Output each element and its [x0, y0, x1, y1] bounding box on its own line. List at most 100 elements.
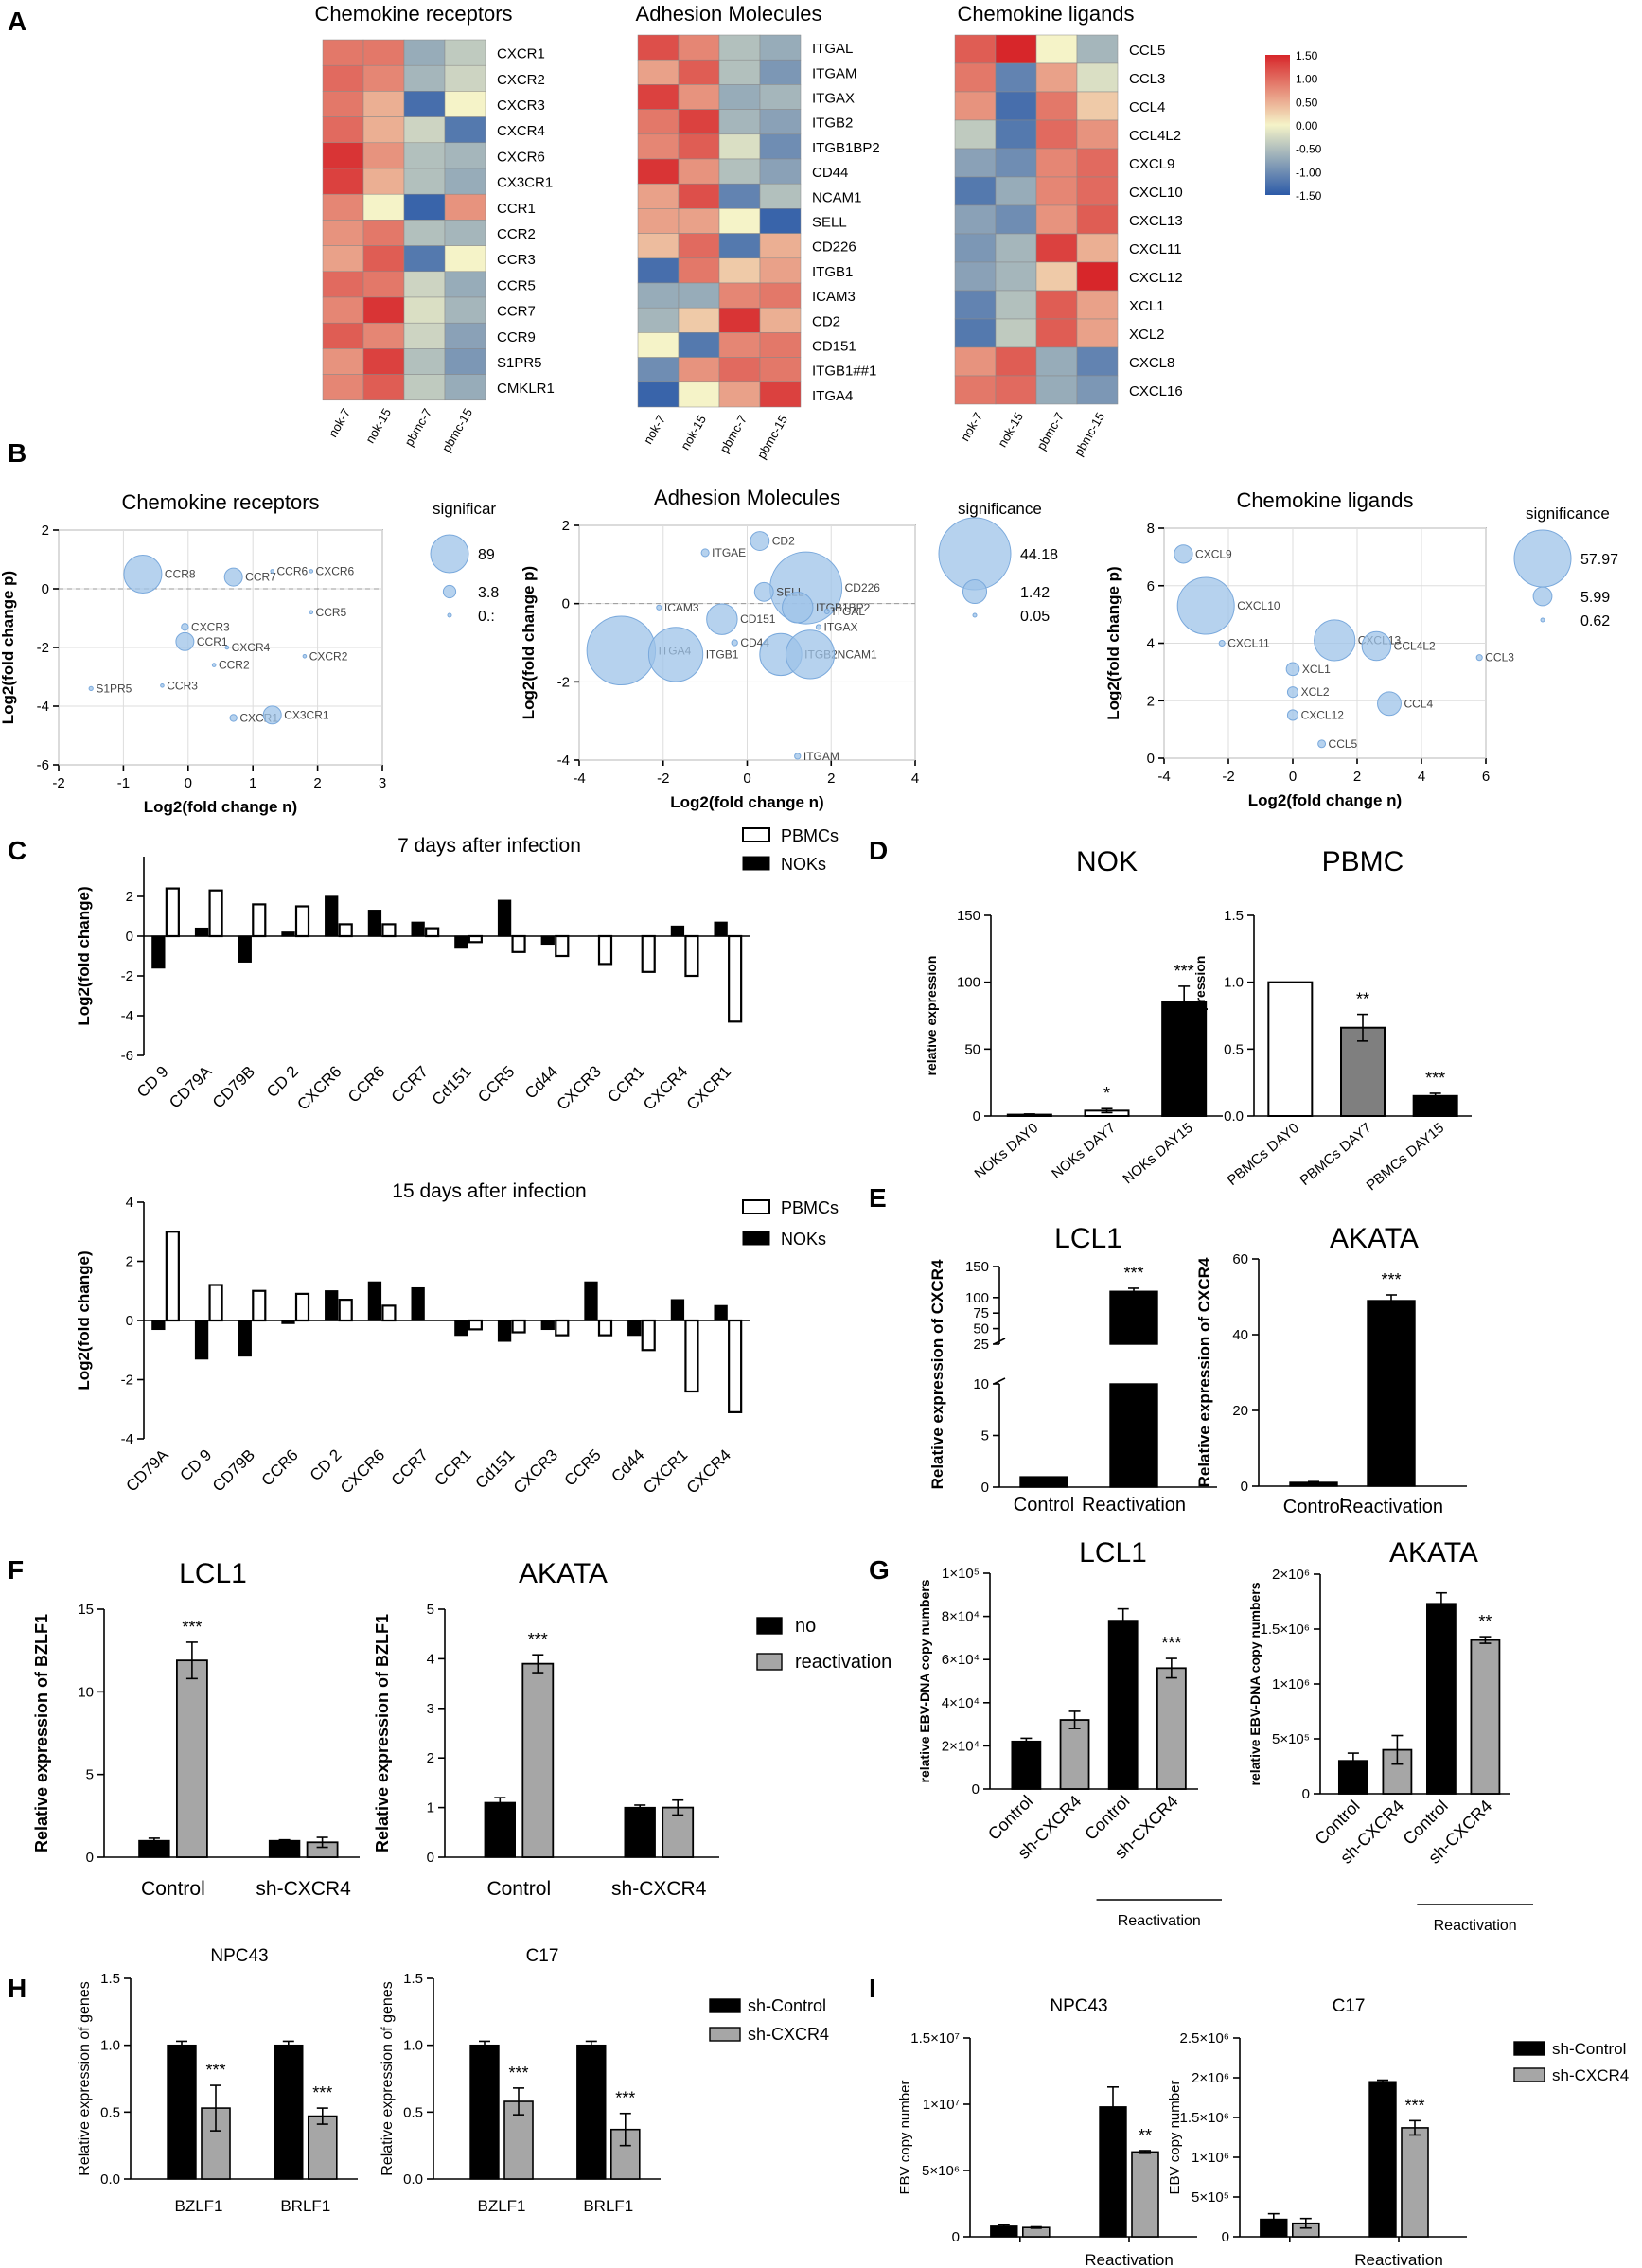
- heatmap-gene-label: ITGAL: [812, 41, 853, 57]
- bubble-label: CCR5: [316, 606, 347, 619]
- heatmap-gene-label: ITGB1##1: [812, 363, 876, 380]
- bubble-point: [224, 645, 230, 650]
- heatmap-cell: [1035, 119, 1078, 150]
- y-tick-label: 4×10⁴: [942, 1695, 980, 1711]
- y-tick-label: 150: [965, 1259, 989, 1275]
- y-tick-label: -2: [121, 1373, 133, 1389]
- y-tick-label: 4: [126, 1195, 133, 1211]
- bubble-point: [815, 624, 821, 630]
- y-tick-label: 2×10⁴: [942, 1738, 980, 1754]
- bubble-point: [1377, 691, 1402, 717]
- y-tick-label: 0.0: [100, 2171, 120, 2188]
- bar: [1470, 1639, 1501, 1795]
- bubble-label: XCL2: [1301, 685, 1330, 699]
- heatmap-cell: [403, 116, 446, 144]
- bar-pbmcs: [511, 1319, 526, 1334]
- bubble-label: CCR8: [165, 568, 196, 581]
- heatmap-cell: [1035, 346, 1078, 377]
- x-category-label: CD79B: [209, 1062, 258, 1111]
- bar-noks: [325, 895, 339, 937]
- heatmap-sample-label: pbmc-7: [716, 413, 750, 455]
- legend-value: 0.05: [1020, 609, 1050, 625]
- colorbar-tick: -0.50: [1296, 143, 1322, 156]
- chart-title: C17: [1333, 1996, 1366, 2016]
- heatmap-cell: [718, 282, 761, 309]
- y-tick-label: 0: [427, 1850, 434, 1866]
- bar-sh-cxcr4: [307, 2115, 338, 2180]
- y-axis-title: relative EBV-DNA copy numbers: [1247, 1582, 1262, 1785]
- y-tick-label: 0: [1222, 2229, 1229, 2245]
- bubble-label: CCR6: [277, 564, 309, 577]
- heatmap-cell: [759, 307, 802, 333]
- bubble-point: [302, 654, 308, 659]
- heatmap-sample-label: pbmc-15: [754, 413, 790, 461]
- panel-letter-E: E: [869, 1183, 887, 1213]
- bubble-point: [586, 615, 657, 685]
- bubble-point: [656, 604, 662, 611]
- heatmap-gene-label: CCL3: [1129, 71, 1165, 87]
- x-category-label: NOKs DAY15: [1120, 1120, 1195, 1187]
- heatmap-gene-label: CCR2: [497, 226, 536, 242]
- heatmap-cell: [403, 39, 446, 66]
- bubble-point: [1176, 576, 1235, 635]
- bubble-point: [262, 705, 282, 725]
- bar-pbmcs: [597, 934, 613, 966]
- x-category-label: Cd151: [429, 1062, 475, 1108]
- legend-value: 57.97: [1580, 552, 1618, 568]
- heatmap-cell: [362, 64, 405, 92]
- heatmap-cell: [403, 296, 446, 324]
- bar-noks: [238, 1320, 252, 1357]
- bar-sh-control: [167, 2044, 197, 2180]
- chart-title: C17: [526, 1946, 559, 1966]
- heatmap-cell: [637, 59, 680, 85]
- heatmap-sample-label: nok-15: [995, 410, 1026, 450]
- heatmap-cell: [444, 168, 486, 195]
- heatmap-cell: [678, 183, 720, 209]
- heatmap-cell: [322, 91, 364, 117]
- x-tick-label: 2: [313, 775, 321, 791]
- heatmap-gene-label: ITGAM: [812, 65, 857, 81]
- x-tick-label: -4: [573, 771, 585, 787]
- bar-sh-control: [576, 2044, 607, 2180]
- bar-noks: [670, 925, 685, 937]
- bar-no: [268, 1839, 301, 1858]
- heatmap-cell: [1076, 176, 1119, 206]
- legend-label: sh-CXCR4: [1552, 2066, 1629, 2084]
- heatmap-cell: [637, 158, 680, 185]
- legend-bubble: [1513, 529, 1572, 588]
- y-tick-label: 2: [1147, 693, 1155, 709]
- heatmap-gene-label: XCL1: [1129, 298, 1165, 314]
- bubble-title: Chemokine ligands: [1236, 488, 1413, 512]
- heatmap-sample-label: nok-15: [362, 406, 394, 446]
- y-tick-label: 6×10⁴: [942, 1652, 980, 1668]
- bubble-label: XCL1: [1302, 663, 1331, 676]
- heatmap-cell: [678, 381, 720, 408]
- heatmap-cell: [637, 257, 680, 284]
- heatmap-cell: [1035, 176, 1078, 206]
- y-tick-label: 10: [973, 1376, 989, 1392]
- legend-label: sh-Control: [1552, 2040, 1626, 2058]
- y-axis-title: Log2(fold change p): [0, 571, 17, 724]
- legend-title: significance: [1526, 505, 1610, 523]
- heatmap-cell: [637, 84, 680, 110]
- significance-marker: ***: [528, 1630, 548, 1649]
- significance-marker: ***: [1174, 962, 1194, 981]
- bubble-label: CX3CR1: [284, 708, 329, 721]
- legend-label: sh-Control: [748, 1996, 826, 2015]
- heatmap-gene-label: CXCL8: [1129, 355, 1174, 371]
- heatmap-cell: [637, 109, 680, 135]
- colorbar-tick: 1.00: [1296, 73, 1318, 86]
- x-tick-label: 4: [1418, 769, 1425, 785]
- heatmap-cell: [995, 91, 1037, 121]
- heatmap-cell: [637, 34, 680, 61]
- heatmap-gene-label: CCL4L2: [1129, 128, 1181, 144]
- heatmap-cell: [718, 332, 761, 358]
- heatmap-cell: [1035, 34, 1078, 64]
- heatmap-cell: [995, 346, 1037, 377]
- bar-sh-cxcr4: [1401, 2127, 1429, 2238]
- bar-pbmcs: [252, 1289, 267, 1322]
- heatmap-cell: [403, 220, 446, 246]
- y-tick-label: 0.5: [1224, 1041, 1244, 1057]
- heatmap-gene-label: CXCL16: [1129, 383, 1183, 399]
- y-tick-label: 1.5: [1224, 908, 1244, 924]
